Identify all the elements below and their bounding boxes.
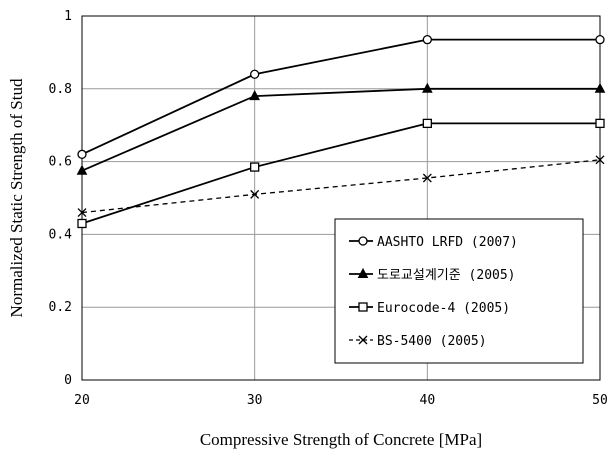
series-line xyxy=(81,87,600,172)
x-tick-label: 50 xyxy=(592,393,608,408)
data-point xyxy=(77,208,87,218)
data-point xyxy=(76,164,88,175)
data-point xyxy=(422,173,432,183)
data-point xyxy=(77,218,87,229)
data-point xyxy=(422,82,433,93)
x-tick-label: 30 xyxy=(247,393,263,408)
series-4 xyxy=(77,155,605,218)
y-tick-label: 0.6 xyxy=(49,155,72,170)
data-point xyxy=(250,69,260,79)
x-tick-label: 20 xyxy=(74,393,90,408)
legend: AASHTO LRFD (2007) 도로교설계기준 (2005) Eurocode… xyxy=(334,218,584,364)
legend-label: 도로교설계기준 (2005) xyxy=(377,268,516,283)
y-tick-label: 0.2 xyxy=(49,300,72,315)
y-axis-title: Normalized Static Strength of Stud xyxy=(7,78,26,317)
legend-marker xyxy=(358,302,368,312)
legend-label: BS-5400 (2005) xyxy=(377,334,487,349)
x-axis-title: Compressive Strength of Concrete [MPa] xyxy=(200,430,482,449)
data-point xyxy=(595,118,605,129)
y-tick-label: 0 xyxy=(64,373,72,388)
legend-item: 도로교설계기준 (2005) xyxy=(349,267,516,283)
x-tick-label: 40 xyxy=(420,393,436,408)
y-tick-label: 0.4 xyxy=(49,227,73,242)
y-tick-label: 1 xyxy=(64,9,72,24)
data-point xyxy=(594,82,606,93)
series-3 xyxy=(77,118,605,229)
series-line xyxy=(81,159,601,214)
series-group xyxy=(76,35,606,229)
legend-label: AASHTO LRFD (2007) xyxy=(377,235,518,250)
data-point xyxy=(249,90,260,101)
legend-item: Eurocode-4 (2005) xyxy=(349,301,510,316)
tick-labels: 0 0.2 0.4 0.6 0.8 1 20 30 40 50 xyxy=(49,9,608,408)
series-1 xyxy=(77,35,605,159)
data-point xyxy=(422,35,432,45)
data-point xyxy=(595,155,605,165)
data-point xyxy=(250,162,260,172)
legend-label: Eurocode-4 (2005) xyxy=(377,301,510,316)
plot-area-frame xyxy=(81,15,601,381)
legend-item: AASHTO LRFD (2007) xyxy=(349,235,518,250)
legend-item: BS-5400 (2005) xyxy=(349,334,487,349)
legend-marker xyxy=(358,335,368,345)
data-point xyxy=(595,35,605,45)
data-point xyxy=(250,189,260,199)
legend-marker xyxy=(357,267,369,278)
series-2 xyxy=(76,82,606,175)
y-tick-label: 0.8 xyxy=(49,82,72,97)
series-line xyxy=(81,122,600,225)
series-line xyxy=(81,38,600,156)
data-point xyxy=(422,118,432,129)
legend-marker xyxy=(358,236,368,246)
legend-box xyxy=(334,218,584,364)
data-point xyxy=(77,149,87,159)
